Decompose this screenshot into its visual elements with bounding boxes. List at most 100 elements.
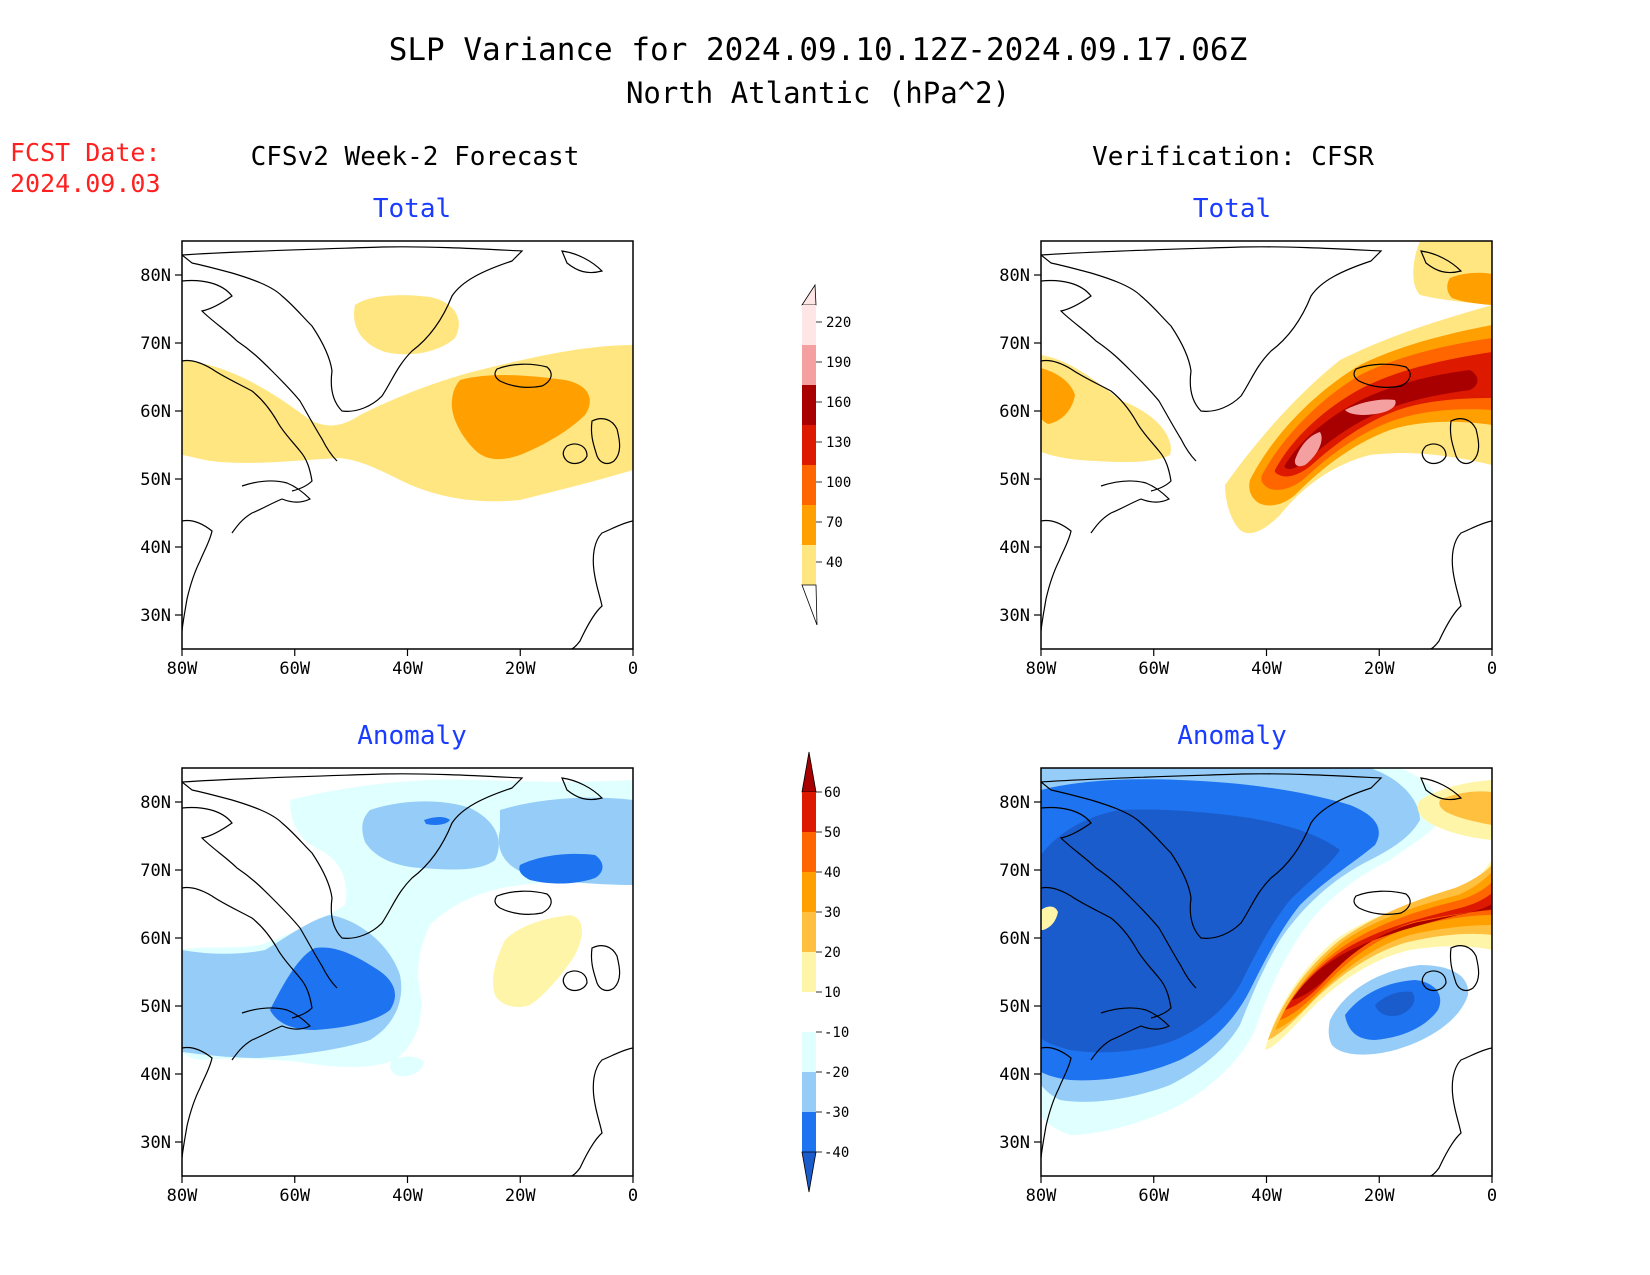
- colorbar-top-arrow: [801, 283, 817, 306]
- colorbar-swatch: [802, 792, 816, 832]
- lat-tick-label: 60N: [999, 402, 1030, 422]
- lon-tick-label: 0: [628, 659, 638, 679]
- panel-title-verification-total: Total: [1193, 194, 1271, 224]
- lon-tick-label: 80W: [1026, 659, 1057, 679]
- lat-tick-label: 70N: [140, 861, 171, 881]
- shade-neg30-neg40-sw: [270, 947, 395, 1030]
- lat-tick-label: 80N: [999, 266, 1030, 286]
- shade-70-100-west: [1041, 368, 1075, 424]
- colorbar-label: 190: [826, 355, 851, 371]
- colorbar-label: 20: [824, 945, 841, 961]
- figure-title: SLP Variance for 2024.09.10.12Z-2024.09.…: [389, 32, 1248, 68]
- shade-neg10-neg20-small: [390, 1056, 424, 1077]
- lat-tick-label: 70N: [140, 334, 171, 354]
- lon-tick-label: 40W: [1251, 659, 1282, 679]
- lat-tick-label: 30N: [999, 606, 1030, 626]
- fcst-date-label: FCST Date:: [10, 138, 161, 167]
- colorbar-swatch: [802, 425, 816, 465]
- colorbar-swatch: [802, 992, 816, 1032]
- lat-tick-label: 30N: [140, 1133, 171, 1153]
- shade-neg30-neg40-ne: [519, 853, 603, 884]
- lon-tick-label: 40W: [392, 659, 423, 679]
- column-title-forecast: CFSv2 Week-2 Forecast: [251, 142, 580, 172]
- shade-neg40-se: [1375, 991, 1415, 1016]
- panel-forecast-anomaly: [181, 767, 634, 1177]
- axis-layer: 80N 70N 60N 50N 40N 30N 80W 60W 40W 20W 0 80N 70N 60N…: [140, 266, 1497, 1206]
- column-title-verification: Verification: CFSR: [1092, 142, 1374, 172]
- lat-tick-label: 30N: [140, 606, 171, 626]
- colorbar-swatch: [802, 1112, 816, 1152]
- shade-70-100-ne: [1447, 272, 1492, 305]
- lat-tick-label: 60N: [999, 929, 1030, 949]
- colorbar-bottom-arrow: [801, 584, 818, 626]
- colorbar-swatch: [802, 345, 816, 385]
- colorbar-top-arrow: [801, 751, 817, 793]
- lon-tick-label: 40W: [1251, 1186, 1282, 1206]
- colorbar-swatch: [802, 465, 816, 505]
- lat-tick-label: 80N: [140, 793, 171, 813]
- lon-tick-label: 20W: [1364, 1186, 1395, 1206]
- colorbar-label: 160: [826, 395, 851, 411]
- lon-tick-label: 80W: [167, 1186, 198, 1206]
- panel-title-verification-anomaly: Anomaly: [1177, 721, 1287, 751]
- colorbar-label: 40: [824, 865, 841, 881]
- lon-tick-label: 40W: [392, 1186, 423, 1206]
- fcst-date-value: 2024.09.03: [10, 169, 161, 198]
- colorbar-swatch: [802, 872, 816, 912]
- colorbar-label: 40: [826, 555, 843, 571]
- lon-tick-label: 60W: [1138, 659, 1169, 679]
- colorbar-swatch: [802, 305, 816, 345]
- colorbar-anomaly: 60 50 40 30 20 10 -10 -20 -30 -40: [801, 751, 849, 1193]
- shade-70-100: [451, 375, 590, 460]
- colorbar-swatch: [802, 545, 816, 585]
- lat-tick-label: 40N: [140, 1065, 171, 1085]
- colorbar-label: -20: [824, 1065, 849, 1081]
- lat-tick-label: 40N: [999, 538, 1030, 558]
- panel-title-forecast-anomaly: Anomaly: [357, 721, 467, 751]
- colorbar-swatch: [802, 1072, 816, 1112]
- lat-tick-label: 80N: [140, 266, 171, 286]
- colorbar-label: 220: [826, 315, 851, 331]
- lon-tick-label: 0: [1487, 659, 1497, 679]
- colorbar-label: -30: [824, 1105, 849, 1121]
- colorbar-label: -10: [824, 1025, 849, 1041]
- shade-160-190: [1284, 370, 1478, 470]
- lon-tick-label: 80W: [1026, 1186, 1057, 1206]
- lat-tick-label: 50N: [140, 997, 171, 1017]
- panel-verification-anomaly: [1040, 767, 1493, 1177]
- shade-40-70-ellipse: [354, 295, 459, 355]
- colorbar-label: 10: [824, 985, 841, 1001]
- lat-tick-label: 50N: [140, 470, 171, 490]
- lat-tick-label: 40N: [999, 1065, 1030, 1085]
- colorbar-label: 100: [826, 475, 851, 491]
- lat-tick-label: 60N: [140, 929, 171, 949]
- lon-tick-label: 60W: [279, 1186, 310, 1206]
- lat-tick-label: 50N: [999, 997, 1030, 1017]
- colorbar-swatch: [802, 505, 816, 545]
- shade-190-220-b: [1345, 399, 1396, 415]
- colorbar-label: 50: [824, 825, 841, 841]
- colorbar-total: 220 190 160 130 100 70 40: [801, 283, 851, 626]
- lat-tick-label: 70N: [999, 334, 1030, 354]
- lat-tick-label: 50N: [999, 470, 1030, 490]
- panel-title-forecast-total: Total: [373, 194, 451, 224]
- shade-neg20-neg30-north: [362, 801, 499, 870]
- colorbar-label: -40: [824, 1145, 849, 1161]
- figure-subtitle: North Atlantic (hPa^2): [626, 76, 1010, 110]
- shade-pos10-west: [1041, 906, 1058, 930]
- shade-pos50-60: [1285, 893, 1492, 1010]
- colorbar-swatch: [802, 832, 816, 872]
- lon-tick-label: 20W: [505, 1186, 536, 1206]
- lon-tick-label: 20W: [1364, 659, 1395, 679]
- panel-verification-total: [1040, 240, 1493, 650]
- shade-10-20: [493, 915, 582, 1007]
- lon-tick-label: 0: [1487, 1186, 1497, 1206]
- colorbar-label: 30: [824, 905, 841, 921]
- shade-neg30-neg40-north: [424, 817, 450, 825]
- lon-tick-label: 60W: [279, 659, 310, 679]
- lat-tick-label: 40N: [140, 538, 171, 558]
- lon-tick-label: 80W: [167, 659, 198, 679]
- panel-forecast-total: [181, 240, 634, 650]
- lat-tick-label: 80N: [999, 793, 1030, 813]
